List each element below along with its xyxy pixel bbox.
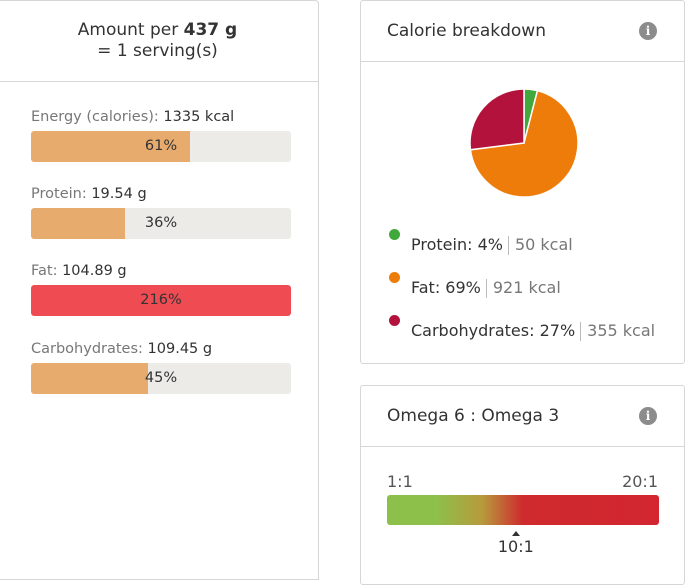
nutrient-bar: 61%	[31, 131, 291, 162]
amount-weight: 437 g	[183, 20, 238, 40]
calorie-pie-chart	[469, 88, 579, 198]
nutrient-protein: Protein: 19.54 g 36%	[31, 185, 291, 239]
nutrient-bar-fill	[31, 285, 291, 316]
calorie-breakdown-title: Calorie breakdown	[387, 21, 546, 41]
nutrient-percent: 61%	[144, 138, 178, 154]
info-icon[interactable]: i	[639, 22, 657, 40]
nutrient-energy: Energy (calories): 1335 kcal 61%	[31, 108, 291, 162]
amount-header: Amount per 437 g = 1 serving(s)	[0, 1, 318, 82]
omega-ratio-bar	[387, 495, 659, 525]
legend-dot-carbohydrates	[389, 315, 400, 326]
nutrient-bar: 36%	[31, 208, 291, 239]
nutrient-percent: 45%	[144, 370, 178, 386]
nutrient-bar: 45%	[31, 363, 291, 394]
nutrient-label: Fat: 104.89 g	[31, 263, 127, 279]
nutrient-label: Carbohydrates: 109.45 g	[31, 341, 213, 357]
legend-dot-fat	[389, 272, 400, 283]
amount-prefix: Amount per	[77, 20, 179, 40]
nutrient-label: Energy (calories): 1335 kcal	[31, 109, 235, 125]
calorie-breakdown-card: Calorie breakdown i Protein: 4% 50 kcal F…	[360, 0, 685, 364]
ratio-max-label: 20:1	[622, 472, 658, 491]
nutrient-bar: 216%	[31, 285, 291, 316]
nutrient-bar-fill	[31, 208, 125, 239]
ratio-marker-icon	[511, 531, 520, 536]
info-icon[interactable]: i	[639, 407, 657, 425]
legend-dot-protein	[389, 229, 400, 240]
nutrient-percent: 36%	[144, 215, 178, 231]
nutrient-fat: Fat: 104.89 g 216%	[31, 262, 291, 316]
omega-ratio-card: Omega 6 : Omega 3 i 1:1 20:1 10:1	[360, 385, 685, 585]
pie-slice-fat	[469, 89, 579, 198]
omega-ratio-title: Omega 6 : Omega 3	[387, 406, 560, 426]
ratio-value-label: 10:1	[497, 537, 534, 556]
nutrient-label: Protein: 19.54 g	[31, 186, 147, 202]
calorie-breakdown-header: Calorie breakdown i	[361, 1, 684, 62]
ratio-min-label: 1:1	[387, 472, 413, 491]
omega-ratio-header: Omega 6 : Omega 3 i	[361, 386, 684, 447]
nutrient-carbohydrates: Carbohydrates: 109.45 g 45%	[31, 340, 291, 394]
nutrient-bar-fill	[31, 363, 148, 394]
nutrient-bar-fill	[31, 131, 190, 162]
nutrient-percent: 216%	[140, 292, 182, 308]
pie-slice-carbohydrates	[469, 88, 525, 151]
serving-label: = 1 serving(s)	[97, 41, 218, 61]
